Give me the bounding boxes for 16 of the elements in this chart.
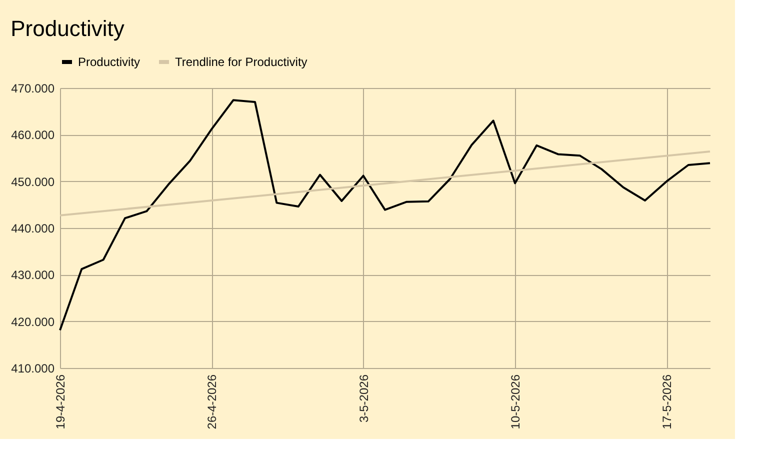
x-tick-label: 3-5-2026 (356, 374, 371, 423)
y-tick-label: 460.000 (11, 128, 55, 142)
chart-title: Productivity (10, 16, 124, 41)
line-series (59, 99, 711, 332)
x-tick-label: 26-4-2026 (205, 374, 220, 430)
y-tick-label: 450.000 (11, 174, 55, 189)
y-tick-label: 470.000 (11, 82, 55, 96)
legend-label: Productivity (78, 55, 140, 69)
x-tick-label: 17-5-2026 (660, 374, 674, 430)
y-tick-label: 410.000 (11, 362, 55, 376)
y-tick-label: 430.000 (11, 268, 55, 282)
y-tick-label: 420.000 (11, 314, 55, 329)
legend-label: Trendline for Productivity (175, 55, 308, 69)
y-tick-label: 440.000 (11, 222, 55, 236)
x-tick-label: 19-4-2026 (54, 374, 68, 430)
x-tick-label: 10-5-2026 (508, 374, 522, 430)
